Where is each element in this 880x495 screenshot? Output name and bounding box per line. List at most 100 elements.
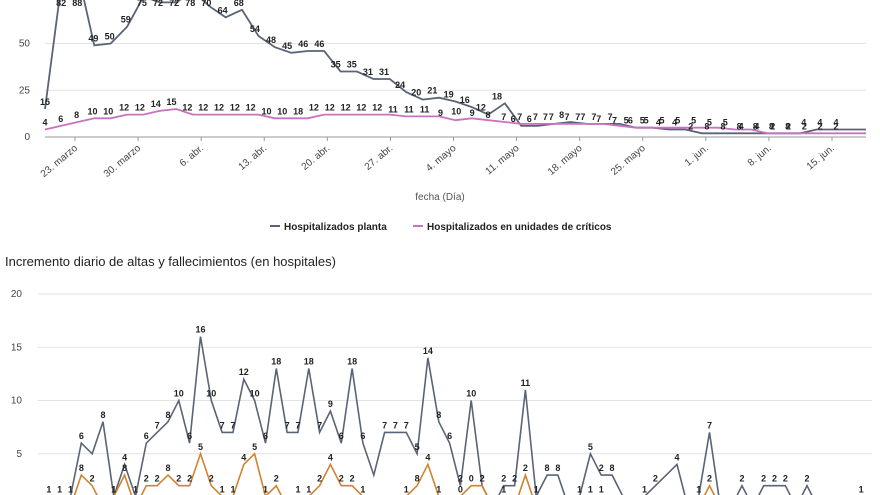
data-label-planta: 82 (56, 0, 66, 8)
data-label-fallecimientos: 1 (360, 484, 365, 494)
data-label-planta: 4 (817, 118, 822, 128)
data-label-criticos: 7 (612, 116, 617, 126)
data-label-planta: 8 (753, 121, 758, 131)
data-label-planta: 78 (185, 0, 195, 8)
data-label-criticos: 2 (818, 121, 823, 131)
data-label-criticos: 7 (533, 112, 538, 122)
y-tick-label: 75 (19, 0, 31, 3)
data-label-altas: 18 (304, 357, 314, 367)
data-label-criticos: 5 (644, 116, 649, 126)
data-label-altas: 7 (404, 420, 409, 430)
data-label-criticos: 10 (87, 106, 97, 116)
data-label-planta: 4 (801, 118, 806, 128)
data-label-altas: 7 (285, 420, 290, 430)
data-label-planta: 35 (331, 60, 341, 70)
data-label-altas: 2 (772, 474, 777, 484)
data-label-criticos: 8 (485, 110, 490, 120)
data-label-criticos: 12 (214, 103, 224, 113)
data-label-planta: 5 (640, 116, 645, 126)
data-label-altas: 10 (466, 389, 476, 399)
data-label-planta: 18 (492, 91, 502, 101)
data-label-fallecimientos: 8 (165, 463, 170, 473)
data-label-fallecimientos: 2 (350, 474, 355, 484)
data-label-fallecimientos: 8 (79, 463, 84, 473)
data-label-altas: 2 (653, 474, 658, 484)
data-label-altas: 6 (144, 431, 149, 441)
x-tick-label: 15. jun. (805, 143, 837, 173)
data-label-planta: 15 (40, 97, 50, 107)
data-label-planta: 8 (785, 121, 790, 131)
data-label-fallecimientos: 2 (209, 474, 214, 484)
series-line-altas (69, 336, 813, 495)
data-label-altas: 1 (57, 484, 62, 494)
data-label-fallecimientos: 0 (458, 484, 463, 494)
data-label-fallecimientos: 5 (198, 442, 203, 452)
data-label-criticos: 12 (341, 103, 351, 113)
data-label-altas: 8 (165, 410, 170, 420)
data-label-planta: 20 (411, 88, 421, 98)
data-label-planta: 48 (266, 35, 276, 45)
data-label-planta: 46 (298, 39, 308, 49)
data-label-altas: 10 (250, 389, 260, 399)
data-label-criticos: 12 (246, 103, 256, 113)
x-tick-label: 1. jun. (683, 143, 711, 169)
data-label-criticos: 10 (451, 106, 461, 116)
chart-altas-fallecimientos: Incremento diario de altas y fallecimien… (5, 254, 872, 495)
x-axis-label: fecha (Día) (415, 192, 464, 203)
data-label-criticos: 12 (135, 103, 145, 113)
data-label-altas: 11 (521, 378, 531, 388)
data-label-planta: 8 (704, 121, 709, 131)
data-label-planta: 8 (720, 121, 725, 131)
data-label-altas: 7 (382, 420, 387, 430)
data-label-planta: 59 (121, 15, 131, 25)
data-label-criticos: 11 (404, 104, 414, 114)
x-tick-label: 4. mayo (424, 143, 459, 175)
data-label-criticos: 7 (517, 112, 522, 122)
data-label-planta: 5 (624, 116, 629, 126)
x-tick-label: 11. mayo (484, 143, 522, 178)
series-line-criticos (44, 108, 866, 135)
data-label-altas: 2 (501, 474, 506, 484)
data-label-altas: 7 (317, 420, 322, 430)
x-tick-label: 23. marzo (39, 143, 80, 180)
data-label-altas: 7 (295, 420, 300, 430)
data-label-planta: 6 (527, 114, 532, 124)
data-label-altas: 7 (155, 420, 160, 430)
data-label-altas: 2 (805, 474, 810, 484)
data-label-altas: 7 (707, 420, 712, 430)
data-label-planta: 12 (476, 103, 486, 113)
y-tick-label: 25 (19, 85, 31, 96)
data-label-fallecimientos: 0 (469, 474, 474, 484)
data-label-planta: 4 (672, 118, 677, 128)
data-label-planta: 31 (363, 67, 373, 77)
data-label-criticos: 18 (293, 106, 303, 116)
y-tick-label: 15 (11, 342, 23, 353)
data-label-planta: 8 (737, 121, 742, 131)
data-label-planta: 19 (444, 89, 454, 99)
data-label-fallecimientos: 2 (707, 474, 712, 484)
data-label-planta: 46 (314, 39, 324, 49)
data-label-fallecimientos: 2 (176, 474, 181, 484)
data-label-altas: 2 (458, 474, 463, 484)
data-label-altas: 10 (174, 389, 184, 399)
legend-item-criticos[interactable]: Hospitalizados en unidades de críticos (427, 222, 612, 233)
data-label-criticos: 12 (372, 103, 382, 113)
data-label-criticos: 6 (58, 114, 63, 124)
data-label-criticos: 14 (151, 99, 161, 109)
y-tick-label: 20 (11, 289, 23, 300)
data-label-fallecimientos: 5 (252, 442, 257, 452)
series-line-planta (44, 0, 866, 135)
data-label-fallecimientos: 4 (241, 452, 246, 462)
data-label-criticos: 2 (770, 121, 775, 131)
data-label-altas: 7 (230, 420, 235, 430)
data-label-criticos: 5 (707, 118, 712, 128)
data-label-criticos: 10 (277, 106, 287, 116)
legend-item-planta[interactable]: Hospitalizados planta (284, 222, 387, 233)
y-tick-label: 10 (11, 396, 23, 407)
data-label-fallecimientos: 1 (404, 484, 409, 494)
data-label-planta: 31 (379, 67, 389, 77)
data-label-criticos: 11 (388, 104, 398, 114)
data-label-altas: 2 (740, 474, 745, 484)
